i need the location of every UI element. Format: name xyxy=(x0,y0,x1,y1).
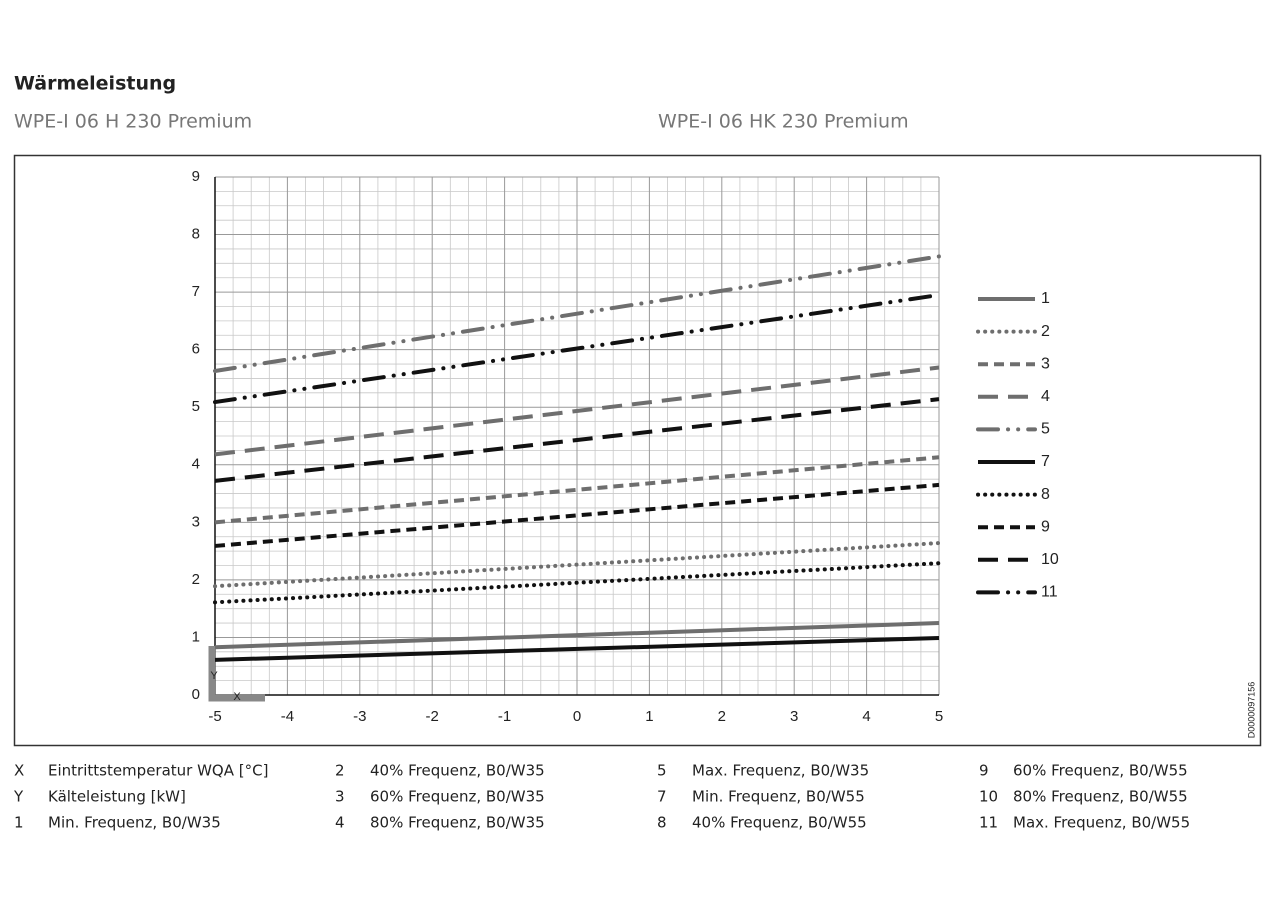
y-tick-label: 2 xyxy=(192,571,200,588)
legend-label: 8 xyxy=(1041,486,1050,503)
key-symbol: 8 xyxy=(657,814,667,832)
key-symbol: 11 xyxy=(979,814,998,832)
key-text: 60% Frequenz, B0/W35 xyxy=(370,788,545,806)
y-tick-label: 6 xyxy=(192,341,200,358)
legend-label: 5 xyxy=(1041,421,1050,438)
key-symbol: 7 xyxy=(657,788,667,806)
y-tick-label: 5 xyxy=(192,398,200,415)
legend-label: 4 xyxy=(1041,388,1050,405)
legend-label: 2 xyxy=(1041,323,1050,340)
series-line xyxy=(213,541,941,589)
heading: Wärmeleistung xyxy=(14,73,176,95)
key-text: 40% Frequenz, B0/W55 xyxy=(692,814,867,832)
y-tick-label: 1 xyxy=(192,628,200,645)
axis-symbol xyxy=(208,646,265,702)
x-tick-label: 5 xyxy=(935,708,943,725)
axis-symbol-label: Y xyxy=(210,670,218,682)
series-line xyxy=(213,292,941,405)
key-symbol: 2 xyxy=(335,762,345,780)
key-symbol: X xyxy=(14,762,24,780)
document-id: D0000097156 xyxy=(1246,682,1256,739)
x-tick-label: 2 xyxy=(718,708,726,725)
x-tick-label: 4 xyxy=(862,708,870,725)
key-text: Kälteleistung [kW] xyxy=(48,788,186,806)
legend-label: 3 xyxy=(1041,355,1050,372)
x-tick-label: 3 xyxy=(790,708,798,725)
key-text: 40% Frequenz, B0/W35 xyxy=(370,762,545,780)
key-text: 60% Frequenz, B0/W55 xyxy=(1013,762,1188,780)
y-tick-label: 8 xyxy=(192,226,200,243)
legend-label: 7 xyxy=(1041,453,1050,470)
legend-label: 10 xyxy=(1041,551,1059,568)
x-tick-label: -2 xyxy=(426,708,439,725)
key-text: Min. Frequenz, B0/W55 xyxy=(692,788,865,806)
key-text: 80% Frequenz, B0/W55 xyxy=(1013,788,1188,806)
key-text: Max. Frequenz, B0/W55 xyxy=(1013,814,1190,832)
legend-label: 11 xyxy=(1041,584,1058,601)
series-line xyxy=(213,561,941,605)
legend-label: 9 xyxy=(1041,518,1050,535)
series-line xyxy=(213,254,941,373)
y-tick-label: 0 xyxy=(192,686,200,703)
frame xyxy=(13,154,1262,747)
x-tick-label: -1 xyxy=(498,708,511,725)
y-tick-label: 9 xyxy=(192,168,200,185)
series-line xyxy=(214,455,940,525)
subtitle: WPE-I 06 HK 230 Premium xyxy=(658,111,909,133)
x-tick-label: 0 xyxy=(573,708,581,725)
key-text: Min. Frequenz, B0/W35 xyxy=(48,814,221,832)
x-tick-label: -5 xyxy=(208,708,221,725)
key-symbol: 1 xyxy=(14,814,24,832)
key-symbol: 10 xyxy=(979,788,998,806)
key-symbol: 9 xyxy=(979,762,989,780)
series-line xyxy=(214,482,940,548)
series-line xyxy=(214,365,940,457)
key-symbol: 5 xyxy=(657,762,667,780)
key-symbol: 4 xyxy=(335,814,345,832)
x-tick-label: -4 xyxy=(281,708,294,725)
key-text: Eintrittstemperatur WQA [°C] xyxy=(48,762,268,780)
series-line xyxy=(214,636,940,662)
y-tick-label: 3 xyxy=(192,513,200,530)
series-line xyxy=(214,621,940,650)
key-text: Max. Frequenz, B0/W35 xyxy=(692,762,869,780)
subtitle: WPE-I 06 H 230 Premium xyxy=(14,111,252,133)
x-tick-label: -3 xyxy=(353,708,366,725)
key-symbol: 3 xyxy=(335,788,345,806)
y-tick-label: 4 xyxy=(192,456,200,473)
series-line xyxy=(214,397,940,483)
x-tick-label: 1 xyxy=(645,708,653,725)
key-text: 80% Frequenz, B0/W35 xyxy=(370,814,545,832)
key-symbol: Y xyxy=(13,788,24,806)
axis-symbol-label: X xyxy=(233,691,241,703)
y-tick-label: 7 xyxy=(192,283,200,300)
legend-label: 1 xyxy=(1041,290,1050,307)
